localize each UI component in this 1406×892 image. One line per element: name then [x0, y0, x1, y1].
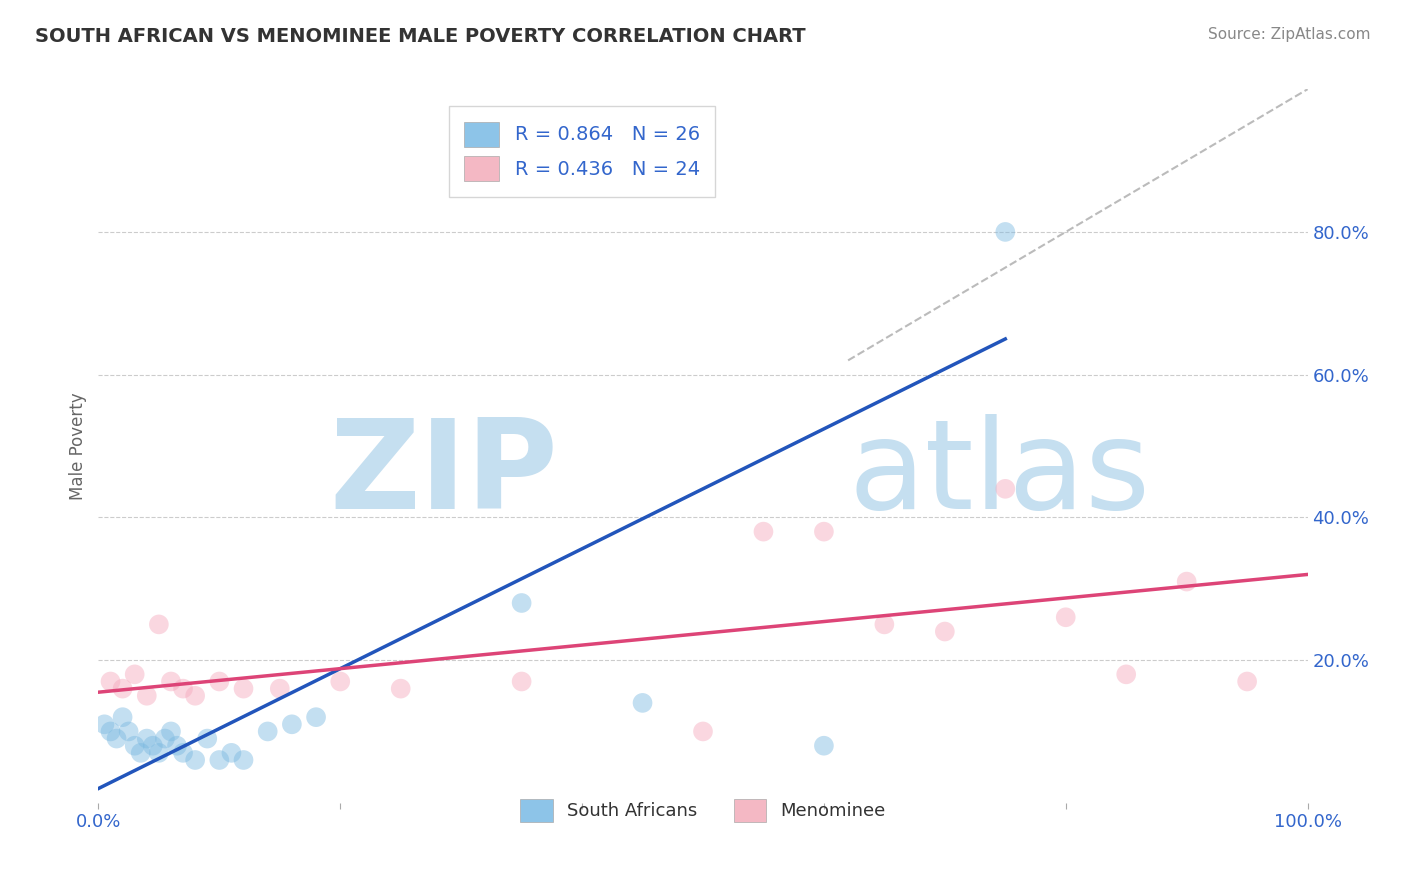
Point — [692, 724, 714, 739]
Point — [1054, 610, 1077, 624]
Point — [148, 746, 170, 760]
Point — [93, 717, 115, 731]
Point — [994, 482, 1017, 496]
Point — [813, 739, 835, 753]
Text: Source: ZipAtlas.com: Source: ZipAtlas.com — [1208, 27, 1371, 42]
Text: ZIP: ZIP — [329, 414, 558, 535]
Point — [105, 731, 128, 746]
Point — [172, 681, 194, 696]
Point — [172, 746, 194, 760]
Legend: South Africans, Menominee: South Africans, Menominee — [506, 784, 900, 837]
Point — [160, 674, 183, 689]
Text: atlas: atlas — [848, 414, 1150, 535]
Point — [111, 710, 134, 724]
Point — [813, 524, 835, 539]
Point — [873, 617, 896, 632]
Point — [166, 739, 188, 753]
Point — [100, 674, 122, 689]
Point — [510, 674, 533, 689]
Point — [135, 689, 157, 703]
Y-axis label: Male Poverty: Male Poverty — [69, 392, 87, 500]
Point — [281, 717, 304, 731]
Point — [221, 746, 243, 760]
Point — [752, 524, 775, 539]
Point — [232, 681, 254, 696]
Point — [124, 667, 146, 681]
Point — [256, 724, 278, 739]
Point — [994, 225, 1017, 239]
Point — [389, 681, 412, 696]
Point — [153, 731, 176, 746]
Point — [305, 710, 328, 724]
Point — [510, 596, 533, 610]
Point — [232, 753, 254, 767]
Point — [124, 739, 146, 753]
Point — [118, 724, 141, 739]
Point — [1115, 667, 1137, 681]
Point — [100, 724, 122, 739]
Point — [111, 681, 134, 696]
Point — [208, 753, 231, 767]
Point — [135, 731, 157, 746]
Point — [329, 674, 352, 689]
Point — [1236, 674, 1258, 689]
Point — [631, 696, 654, 710]
Point — [934, 624, 956, 639]
Text: SOUTH AFRICAN VS MENOMINEE MALE POVERTY CORRELATION CHART: SOUTH AFRICAN VS MENOMINEE MALE POVERTY … — [35, 27, 806, 45]
Point — [195, 731, 218, 746]
Point — [160, 724, 183, 739]
Point — [142, 739, 165, 753]
Point — [129, 746, 152, 760]
Point — [1175, 574, 1198, 589]
Point — [184, 689, 207, 703]
Point — [184, 753, 207, 767]
Point — [148, 617, 170, 632]
Point — [208, 674, 231, 689]
Point — [269, 681, 291, 696]
